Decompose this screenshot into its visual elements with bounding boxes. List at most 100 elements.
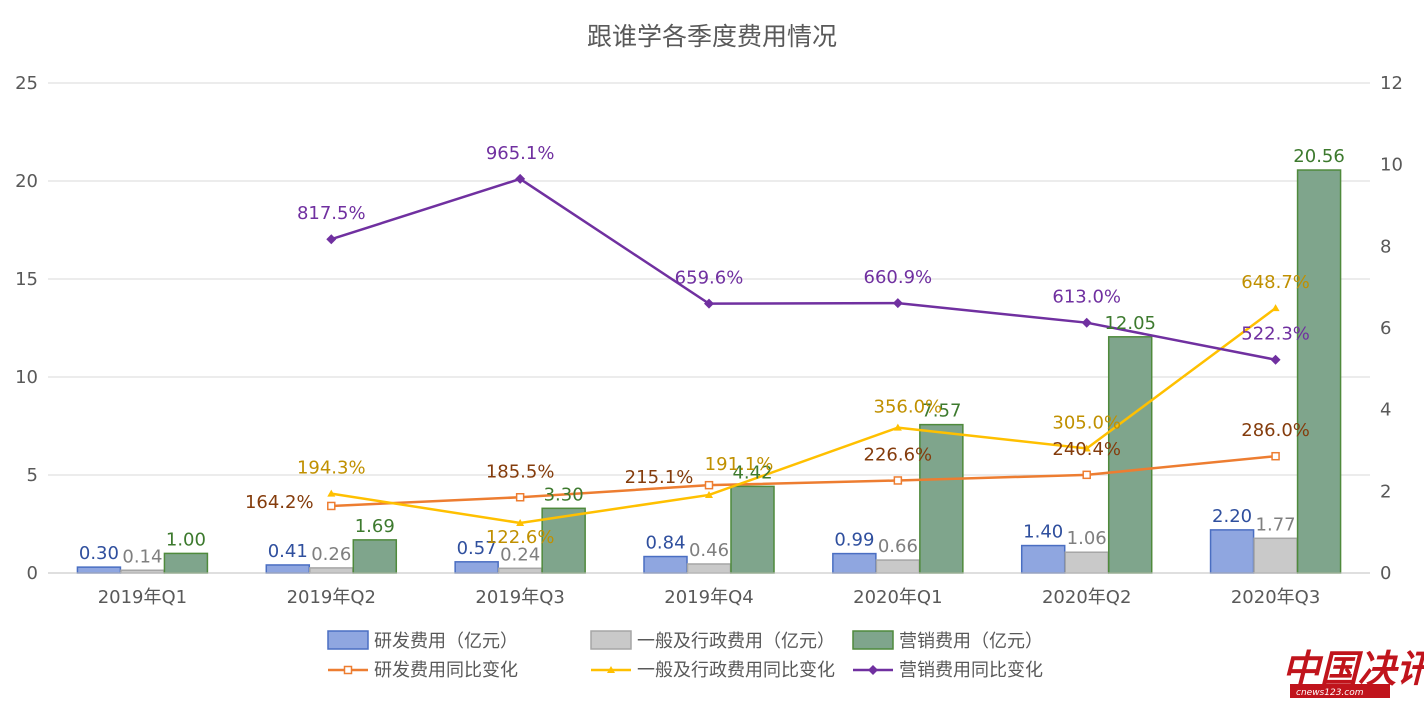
watermark-banner [1290,684,1390,698]
bar-2 [1064,551,1109,574]
line-value-label: 522.3% [1241,324,1310,345]
bar-3 [1296,169,1342,574]
legend-marker [607,666,615,673]
bar-2 [686,563,732,574]
bar-value-label: 0.30 [79,543,119,564]
legend-marker [343,665,353,675]
bar-value-label: 0.41 [268,541,308,562]
bar-value-label: 1.06 [1067,528,1107,549]
legend-label: 一般及行政费用同比变化 [637,660,835,681]
bar-value-label: 0.26 [311,544,351,565]
y-tick-label-left: 5 [27,465,38,486]
line-point [1082,470,1091,480]
y-tick-label-left: 20 [15,171,38,192]
y-tick-label-right: 2 [1380,481,1391,502]
bar-value-label: 12.05 [1104,313,1156,334]
line-value-label: 648.7% [1241,272,1310,293]
line-point [892,298,903,309]
y-tick-label-left: 15 [15,269,38,290]
line-series-2 [331,307,1277,525]
bar-2 [875,559,921,574]
x-axis: 2019年Q1 2019年Q2 2019年Q3 2019年Q4 2020年Q1 2020年… [48,572,1370,608]
line-point [327,501,336,511]
line-point [705,490,713,498]
bar-value-label: 0.14 [122,546,162,567]
x-tick-label: 2020年Q2 [1042,587,1131,608]
watermark-text: 中国决讯 [1282,647,1424,691]
y-tick-label-right: 4 [1380,400,1391,421]
y-tick-label-right: 0 [1380,563,1391,584]
line-point [1081,317,1092,328]
bar-2 [309,567,354,574]
bar-value-label: 0.57 [457,538,497,559]
bar-1 [1020,544,1066,574]
bar-1 [454,561,499,574]
legend: 研发费用（亿元） 一般及行政费用（亿元） 营销费用（亿元） 研发费用同比变化 一般及行政… [327,630,1043,681]
line-value-label: 356.0% [874,397,943,418]
bar-3 [730,485,775,574]
line-value-label: 191.1% [705,454,774,475]
line-value-label: 164.2% [245,492,314,513]
line-value-label: 226.6% [864,444,933,465]
line-point [704,298,714,309]
legend-label: 营销费用同比变化 [899,660,1043,681]
bar-3 [1107,336,1153,574]
bar-value-label: 0.24 [500,544,540,565]
x-tick-label: 2019年Q1 [98,587,187,608]
bar-value-label: 3.30 [544,484,584,505]
bar-1 [832,552,877,574]
line-point [1270,354,1281,365]
line-point [893,476,903,485]
bar-value-label: 2.20 [1212,506,1252,527]
x-tick-label: 2019年Q2 [287,587,376,608]
y-tick-label-left: 10 [15,367,38,388]
line-point [704,480,714,490]
watermark-url: cnews123.com [1296,688,1364,698]
line-value-label: 215.1% [625,467,694,488]
y-axis-left: 0 5 10 15 20 25 [15,73,38,584]
line-value-label: 659.6% [675,268,744,289]
bar-1 [76,566,122,574]
bar-value-label: 0.46 [689,540,729,561]
line-value-label: 613.0% [1052,287,1121,308]
line-point [1271,451,1280,461]
line-value-label: 660.9% [864,267,933,288]
bar-value-label: 1.40 [1023,522,1063,543]
line-point [1082,444,1091,452]
legend-label: 研发费用同比变化 [374,660,518,681]
bar-2 [497,567,543,574]
data-labels: 0.30 0.41 0.57 0.84 0.99 1.40 2.20 0.14 0.26 0.24… [79,143,1345,567]
y-tick-label-right: 8 [1380,236,1391,257]
bar-value-label: 4.42 [732,462,772,483]
legend-marker [868,665,878,675]
bar-value-label: 0.84 [645,533,685,554]
line-value-label: 965.1% [486,143,555,164]
legend-label: 营销费用（亿元） [899,631,1043,652]
line-value-label: 122.6% [486,527,555,548]
line-point [1271,304,1280,312]
line-point [515,493,525,502]
bar-3 [163,552,209,574]
line-point [515,173,526,184]
legend-swatch-bar [852,630,894,650]
bar-2 [1253,537,1298,574]
line-value-label: 240.4% [1052,439,1121,460]
line-value-label: 194.3% [297,458,366,479]
legend-label: 一般及行政费用（亿元） [637,631,835,652]
line-value-label: 286.0% [1241,420,1310,441]
bar-value-label: 1.77 [1256,514,1296,535]
x-tick-label: 2020年Q1 [853,587,942,608]
bar-3 [919,423,964,574]
x-tick-label: 2020年Q3 [1231,587,1320,608]
bar-value-label: 20.56 [1293,146,1345,167]
bar-value-label: 1.69 [355,516,395,537]
y-tick-label-right: 6 [1380,318,1391,339]
bar-1 [265,564,311,574]
legend-label: 研发费用（亿元） [374,631,518,652]
chart-title: 跟谁学各季度费用情况 [587,22,837,51]
line-point [516,518,525,526]
line-series-3 [330,177,1276,361]
